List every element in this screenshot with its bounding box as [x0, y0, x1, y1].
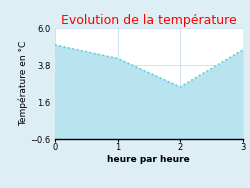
Title: Evolution de la température: Evolution de la température: [61, 14, 236, 27]
X-axis label: heure par heure: heure par heure: [108, 155, 190, 164]
Y-axis label: Température en °C: Température en °C: [18, 41, 28, 126]
